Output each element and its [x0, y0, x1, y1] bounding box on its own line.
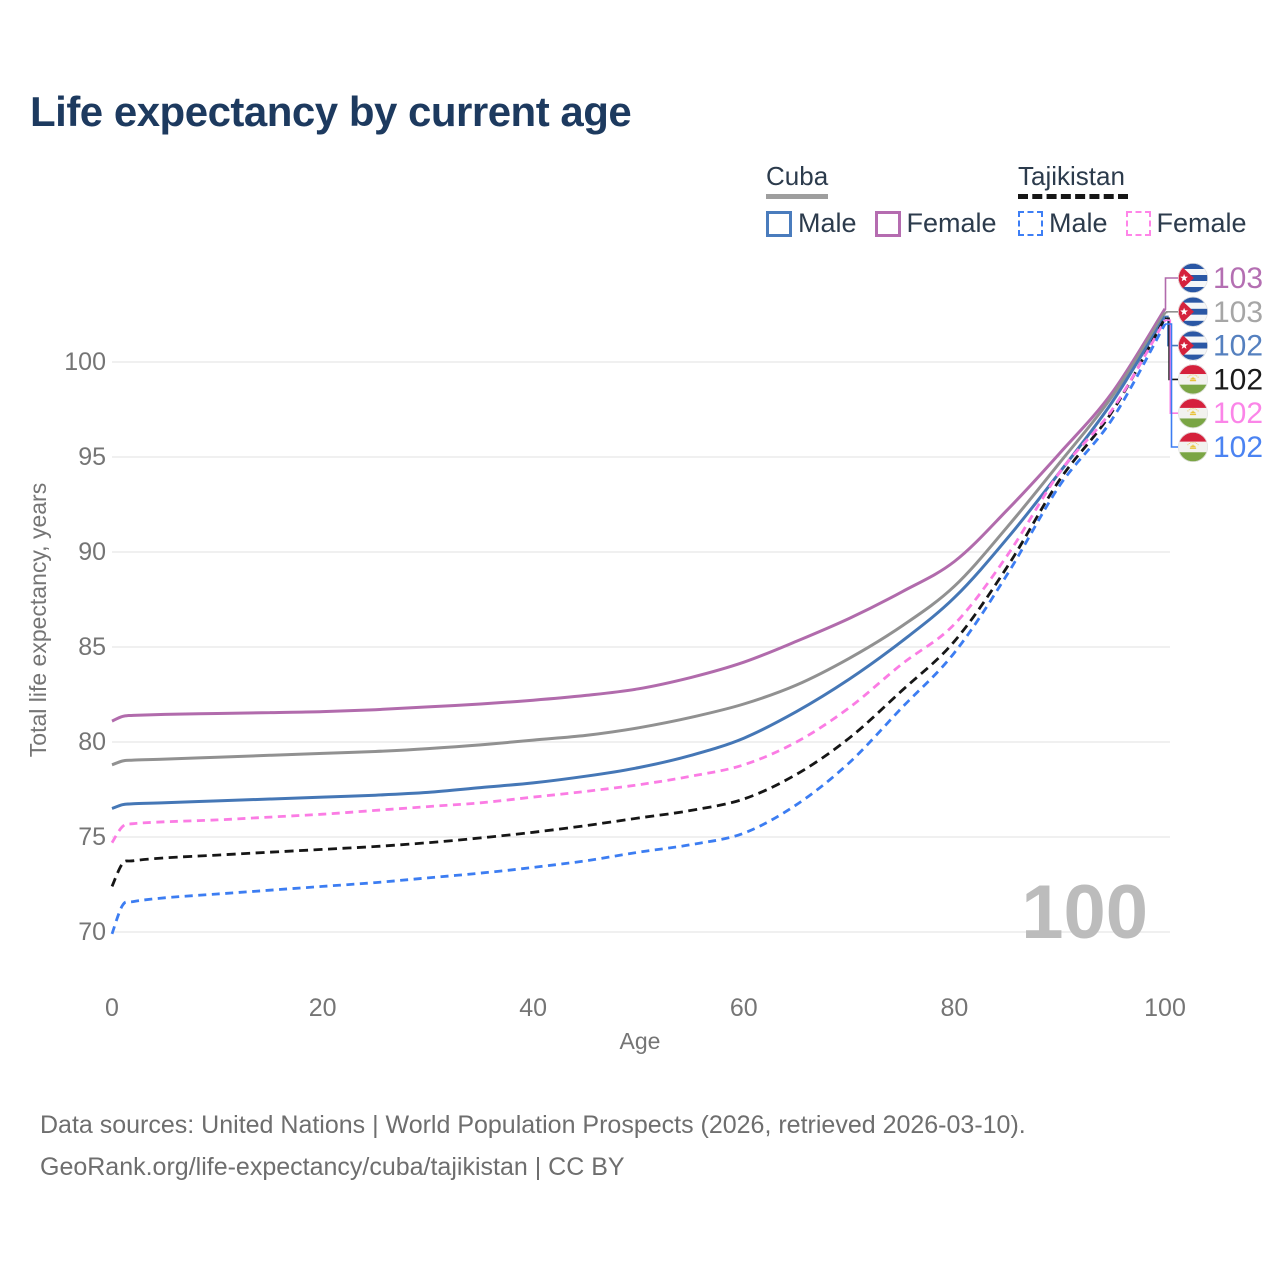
legend-label-cuba-male: Male — [798, 208, 857, 238]
legend-swatch-tajikistan-male-icon — [1018, 211, 1043, 236]
y-tick-75: 75 — [78, 823, 106, 851]
series-line-tajikistan-total[interactable] — [110, 317, 1167, 887]
legend-underline-dashed-line-sample — [1018, 194, 1128, 199]
legend-country-tajikistan: Tajikistan — [1018, 161, 1125, 191]
series-line-tajikistan-female[interactable] — [110, 319, 1167, 844]
end-value-cuba-female: 103 — [1213, 262, 1263, 295]
x-axis-title: Age — [620, 1028, 661, 1054]
watermark: 100 — [1021, 870, 1148, 955]
end-value-tajikistan-total: 102 — [1213, 363, 1263, 396]
footer-attribution: GeoRank.org/life-expectancy/cuba/tajikis… — [40, 1153, 625, 1181]
tajikistan-flag-icon — [1178, 432, 1208, 462]
callout-connector-tajikistan-male — [1165, 323, 1178, 448]
axis-labels: 70 75 80 85 90 95 100 0 20 40 60 80 100 Age Total life… — [25, 348, 1186, 1054]
legend-group-cuba: Cuba Male Female — [766, 163, 997, 239]
chart-title: Life expectancy by current age — [30, 88, 632, 135]
series-line-tajikistan-male[interactable] — [110, 323, 1167, 935]
callout-connector-cuba-male — [1165, 315, 1178, 347]
x-tick-60: 60 — [730, 994, 758, 1022]
y-tick-90: 90 — [78, 538, 106, 566]
legend-item-cuba-male[interactable]: Male — [766, 208, 857, 239]
y-tick-100: 100 — [64, 348, 106, 376]
legend-underline-solid-line-sample — [766, 194, 828, 199]
tajikistan-flag-icon — [1178, 398, 1208, 428]
gridlines — [112, 361, 1170, 933]
legend-label-tajikistan-male: Male — [1049, 208, 1108, 238]
footer: Data sources: United Nations | World Pop… — [40, 1104, 1026, 1188]
cuba-flag-icon — [1178, 263, 1208, 293]
legend-country-cuba: Cuba — [766, 161, 829, 191]
legend-group-tajikistan: Tajikistan Male Female — [1018, 163, 1247, 239]
legend-row-tajikistan: Male Female — [1018, 208, 1247, 239]
x-tick-80: 80 — [940, 994, 968, 1022]
cuba-flag-icon — [1178, 331, 1208, 361]
y-tick-95: 95 — [78, 443, 106, 471]
legend-label-tajikistan-female: Female — [1156, 208, 1247, 238]
end-value-tajikistan-female: 102 — [1213, 397, 1263, 430]
callout-connector-tajikistan-female — [1165, 319, 1178, 415]
series-line-cuba-female[interactable] — [111, 307, 1167, 723]
y-tick-85: 85 — [78, 633, 106, 661]
callout-connector-tajikistan-total — [1165, 317, 1178, 381]
x-tick-0: 0 — [105, 994, 119, 1022]
legend-swatch-tajikistan-female-icon — [1125, 211, 1151, 236]
legend-item-cuba-female[interactable]: Female — [874, 208, 997, 239]
legend-row-cuba: Male Female — [766, 208, 997, 239]
series-line-cuba-total[interactable] — [111, 311, 1167, 767]
end-value-cuba-male: 102 — [1213, 330, 1263, 363]
series-lines — [110, 307, 1167, 935]
y-tick-70: 70 — [78, 918, 106, 946]
series-line-cuba-male[interactable] — [111, 315, 1167, 810]
watermark-age-100: 100 — [1021, 870, 1148, 955]
y-tick-80: 80 — [78, 728, 106, 756]
x-tick-40: 40 — [519, 994, 547, 1022]
end-value-cuba-total: 103 — [1213, 296, 1263, 329]
x-tick-100: 100 — [1144, 994, 1186, 1022]
callout-connector-cuba-total — [1165, 310, 1178, 314]
cuba-flag-icon — [1178, 297, 1208, 327]
footer-data-sources: Data sources: United Nations | World Pop… — [40, 1111, 1026, 1139]
legend-item-tajikistan-female[interactable]: Female — [1125, 208, 1247, 239]
y-axis-title: Total life expectancy, years — [25, 483, 51, 757]
legend-swatch-cuba-male-icon — [766, 210, 792, 237]
legend-label-cuba-female: Female — [906, 208, 997, 238]
x-tick-20: 20 — [309, 994, 337, 1022]
callout-connector-cuba-female — [1164, 277, 1178, 310]
legend-item-tajikistan-male[interactable]: Male — [1018, 208, 1108, 239]
end-value-tajikistan-male: 102 — [1213, 431, 1263, 464]
legend-swatch-cuba-female-icon — [874, 210, 901, 237]
tajikistan-flag-icon — [1178, 364, 1208, 394]
